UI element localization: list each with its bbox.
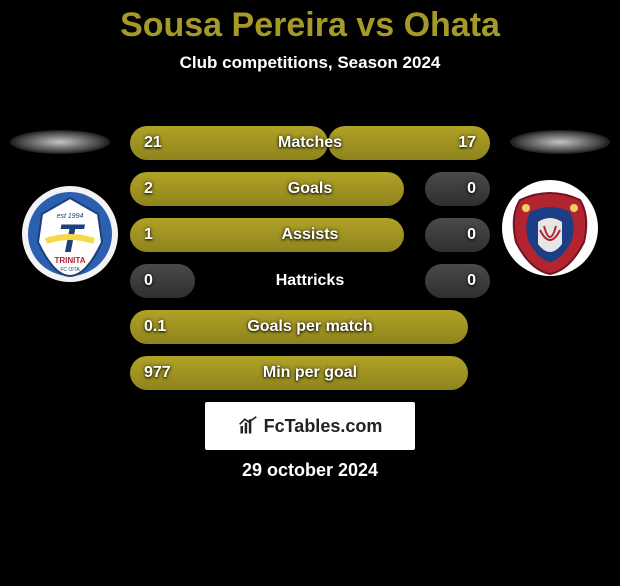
chart-icon <box>238 416 258 436</box>
page-title: Sousa Pereira vs Ohata <box>0 6 620 45</box>
page-subtitle: Club competitions, Season 2024 <box>0 53 620 73</box>
date-text: 29 october 2024 <box>0 460 620 481</box>
stats-panel: 2117Matches 20Goals 10Assists 00Hattricks 0.… <box>130 126 490 402</box>
crest-left-name: TRINITA <box>55 256 86 265</box>
stat-label: Hattricks <box>130 272 490 290</box>
stat-row: 0.1Goals per match <box>130 310 490 344</box>
stat-label: Assists <box>130 226 490 244</box>
stat-label: Min per goal <box>130 364 490 382</box>
stat-row: 2117Matches <box>130 126 490 160</box>
crest-shadow-right <box>510 130 610 154</box>
stat-label: Goals per match <box>130 318 490 336</box>
crest-right <box>500 178 600 278</box>
stat-label: Matches <box>130 134 490 152</box>
crest-left: est 1994 T TRINITA FC OITA <box>20 184 120 284</box>
stat-label: Goals <box>130 180 490 198</box>
stat-row: 977Min per goal <box>130 356 490 390</box>
branding-text: FcTables.com <box>264 416 383 437</box>
stat-row: 00Hattricks <box>130 264 490 298</box>
branding-badge: FcTables.com <box>205 402 415 450</box>
crest-left-sub: FC OITA <box>60 267 80 273</box>
crest-shadow-left <box>10 130 110 154</box>
stat-row: 10Assists <box>130 218 490 252</box>
stat-row: 20Goals <box>130 172 490 206</box>
